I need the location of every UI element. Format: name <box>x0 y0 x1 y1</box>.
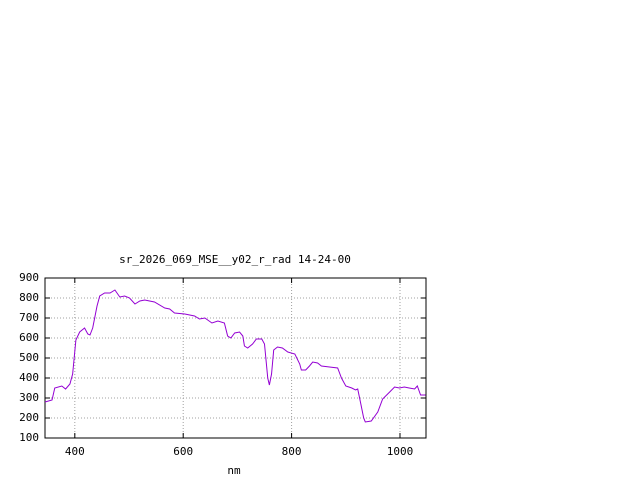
x-tick-label: 400 <box>65 445 85 458</box>
plot-frame <box>44 277 427 439</box>
x-axis-label: nm <box>227 464 241 477</box>
y-tick-label: 900 <box>19 271 39 284</box>
data-line <box>44 289 426 423</box>
x-tick-label: 800 <box>282 445 302 458</box>
y-tick-label: 400 <box>19 371 39 384</box>
y-tick-label: 300 <box>19 391 39 404</box>
chart-title: sr_2026_069_MSE__y02_r_rad 14-24-00 <box>119 253 351 266</box>
y-tick-label: 700 <box>19 311 39 324</box>
x-tick-label: 1000 <box>387 445 414 458</box>
x-tick-label: 600 <box>173 445 193 458</box>
y-tick-label: 100 <box>19 431 39 444</box>
y-tick-label: 200 <box>19 411 39 424</box>
y-tick-label: 500 <box>19 351 39 364</box>
y-tick-label: 600 <box>19 331 39 344</box>
y-tick-label: 800 <box>19 291 39 304</box>
